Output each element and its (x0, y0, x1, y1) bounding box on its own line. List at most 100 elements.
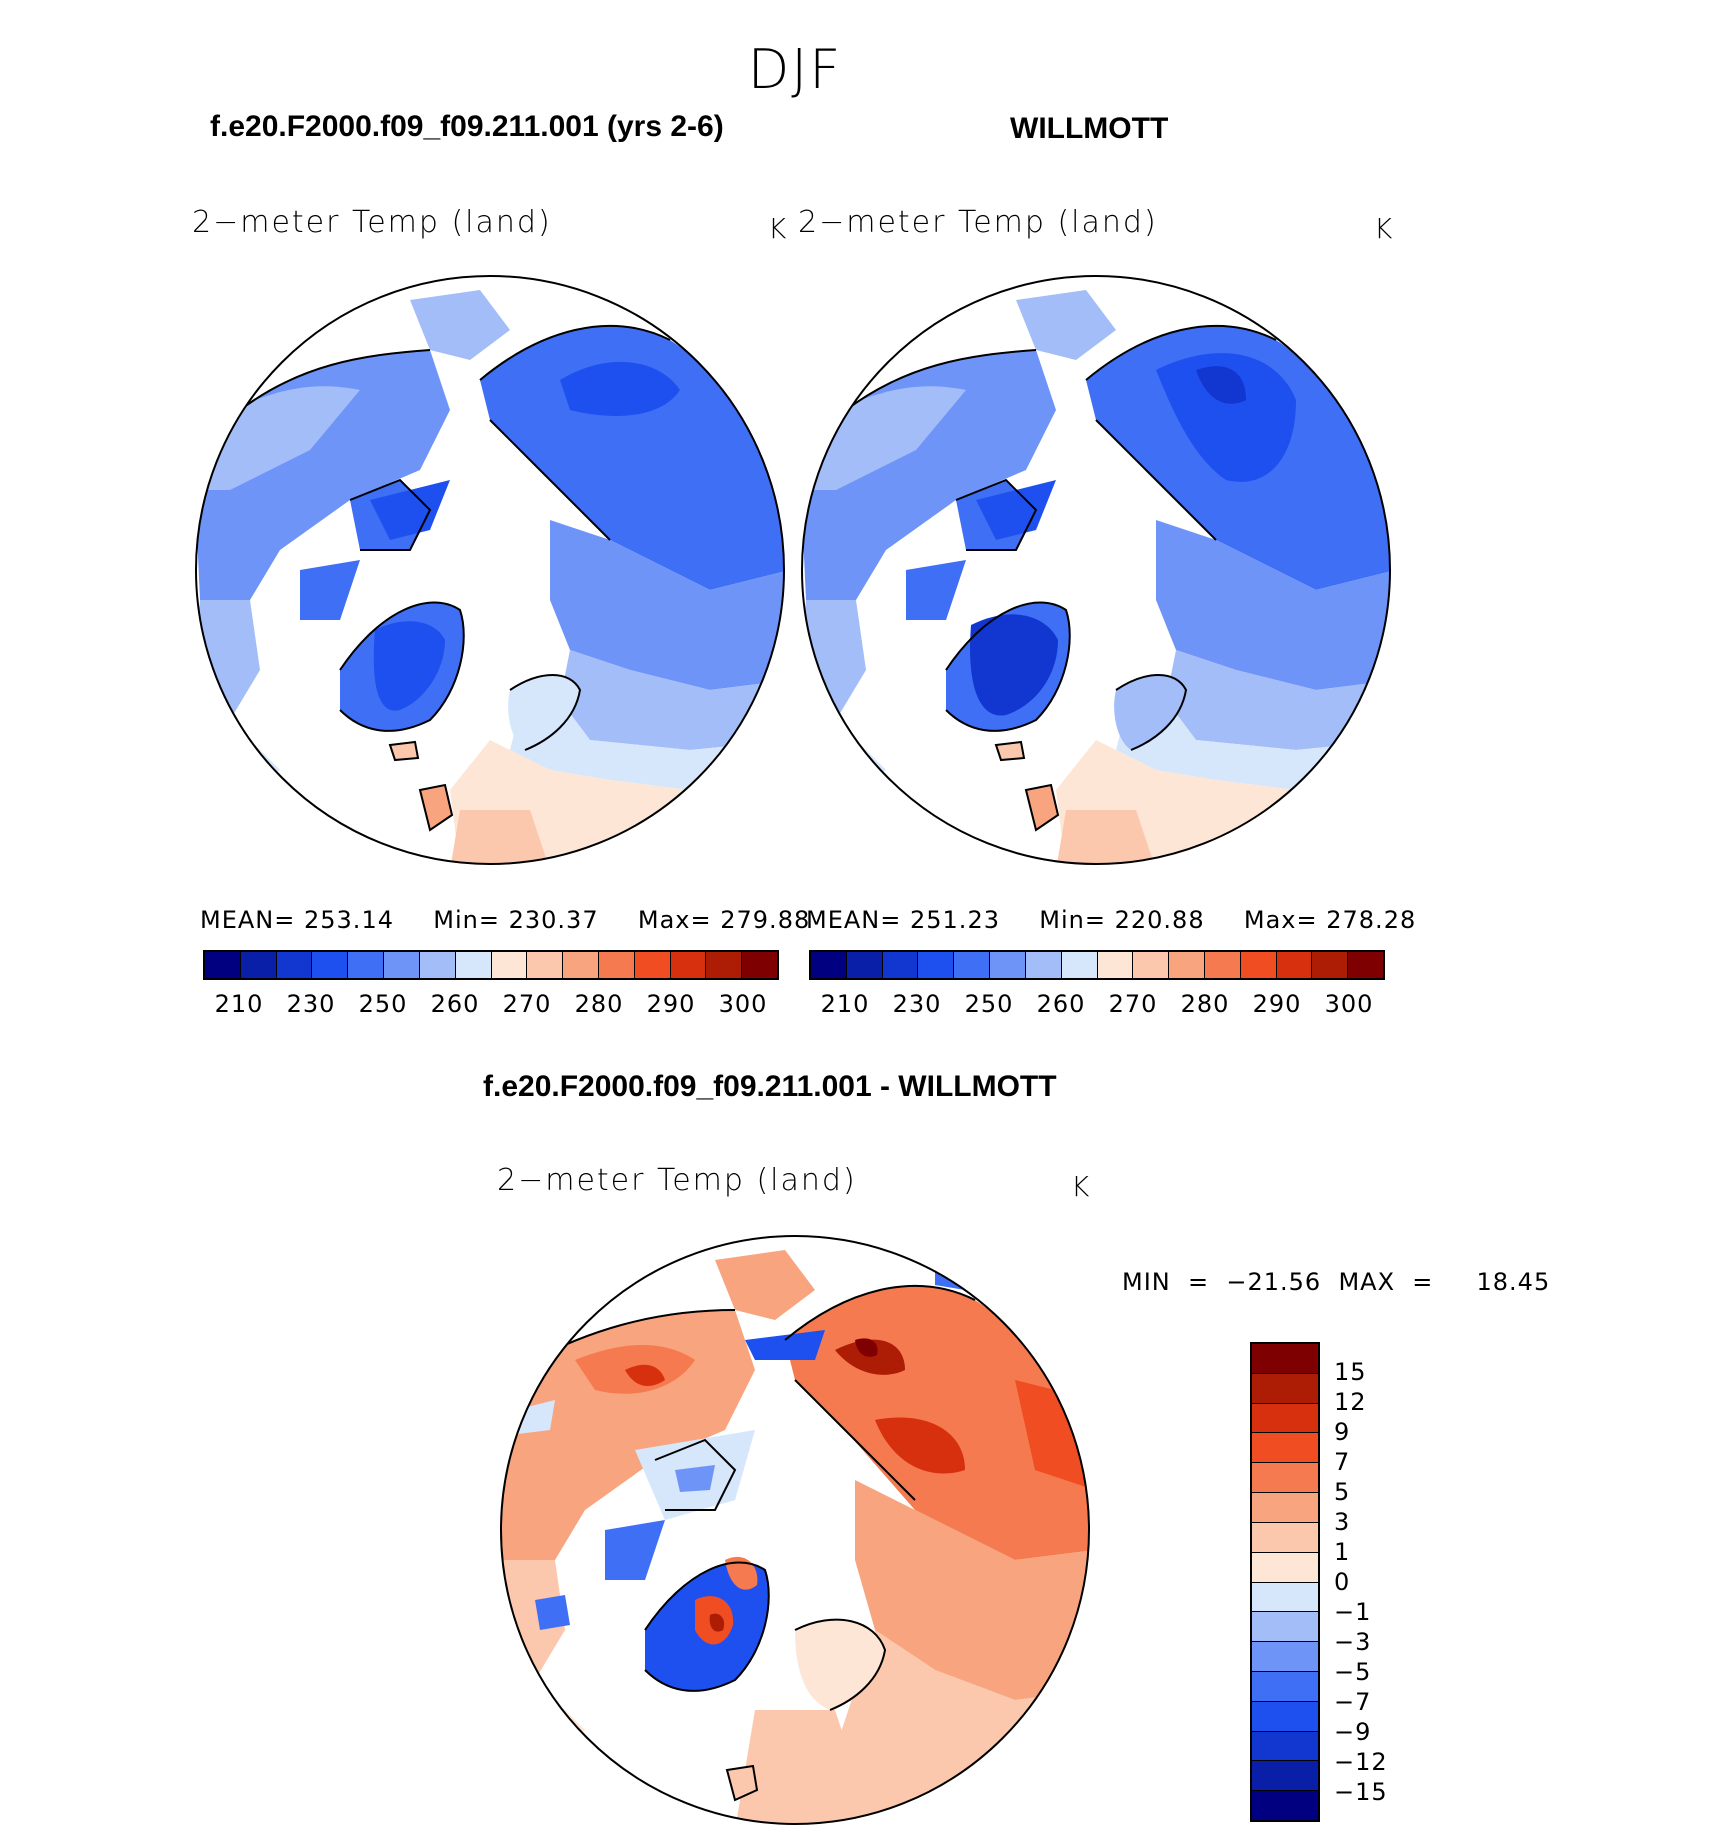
colorbar-tick-label: 280 (1180, 990, 1230, 1018)
colorbar-box (312, 952, 349, 978)
colorbar-box (1312, 952, 1349, 978)
panel-1-min-label: Min= (433, 906, 500, 934)
panel-1-polar-map (195, 275, 785, 865)
colorbar-box (670, 952, 707, 978)
colorbar-box (1252, 1791, 1318, 1820)
panel-2-units: K (1374, 212, 1393, 245)
colorbar-tick-label: 5 (1334, 1478, 1351, 1506)
panel-1-map-border (195, 275, 785, 865)
panel-2-land-field (802, 290, 1390, 864)
colorbar-box (1252, 1582, 1318, 1613)
colorbar-box (1252, 1642, 1318, 1672)
colorbar-box (1252, 1493, 1318, 1523)
colorbar-box (811, 952, 847, 978)
difference-polar-map (500, 1235, 1090, 1825)
colorbar-tick-label: −15 (1334, 1778, 1388, 1806)
difference-coastlines (514, 1284, 976, 1802)
colorbar-tick-label: 260 (1036, 990, 1086, 1018)
panel-1-max-label: Max= (637, 906, 712, 934)
colorbar-box (1252, 1522, 1318, 1553)
colorbar-box (1252, 1761, 1318, 1792)
colorbar-tick-label: 300 (718, 990, 768, 1018)
difference-map-border (500, 1235, 1090, 1825)
colorbar-tick-label: 210 (820, 990, 870, 1018)
colorbar-tick-label: 280 (574, 990, 624, 1018)
panel-1-land-field (196, 290, 784, 864)
colorbar-box (1252, 1403, 1318, 1434)
colorbar-tick-label: 290 (1252, 990, 1302, 1018)
colorbar-box (1252, 1731, 1318, 1762)
colorbar-box (1252, 1373, 1318, 1404)
panel-2-stats: MEAN= 251.23 Min= 220.88 Max= 278.28 (806, 906, 1416, 934)
colorbar-tick-label: −5 (1334, 1658, 1372, 1686)
colorbar-tick-label: −12 (1334, 1748, 1388, 1776)
colorbar-tick-label: 250 (964, 990, 1014, 1018)
colorbar-tick-label: 15 (1334, 1358, 1367, 1386)
colorbar-box (1204, 952, 1241, 978)
panel-1-variable-label: 2−meter Temp (land) (192, 205, 552, 240)
panel-2-map-border (801, 275, 1391, 865)
colorbar-tick-label: 7 (1334, 1448, 1351, 1476)
colorbar-box (918, 952, 955, 978)
colorbar-box (1276, 952, 1313, 978)
colorbar-box (706, 952, 743, 978)
colorbar-box (240, 952, 277, 978)
panel-2-coastlines (845, 324, 1277, 832)
colorbar-tick-label: 290 (646, 990, 696, 1018)
colorbar-tick-label: 300 (1324, 990, 1374, 1018)
colorbar-tick-label: 210 (214, 990, 264, 1018)
difference-units: K (1071, 1170, 1090, 1203)
panel-2-max-label: Max= (1243, 906, 1318, 934)
panel-1-units: K (768, 212, 787, 245)
colorbar-box (1025, 952, 1062, 978)
colorbar-box (563, 952, 599, 978)
colorbar-box (634, 952, 671, 978)
panel-1-stats: MEAN= 253.14 Min= 230.37 Max= 279.88 (200, 906, 810, 934)
colorbar-box (1169, 952, 1205, 978)
panel-2-max-value: 278.28 (1326, 906, 1417, 934)
colorbar-box (205, 952, 241, 978)
colorbar-tick-label: 270 (1108, 990, 1158, 1018)
colorbar-tick-label: 230 (286, 990, 336, 1018)
panel-1-max-value: 279.88 (720, 906, 811, 934)
colorbar-tick-label: −7 (1334, 1688, 1372, 1716)
colorbar-tick-label: 230 (892, 990, 942, 1018)
panel-1-coastlines (239, 324, 671, 832)
panel-2-title: WILLMOTT (1010, 112, 1169, 145)
difference-minmax: MIN = −21.56 MAX = 18.45 (1122, 1268, 1551, 1296)
panel-2-polar-map (801, 275, 1391, 865)
colorbar-box (1252, 1701, 1318, 1732)
panel-2-mean-value: 251.23 (910, 906, 1000, 934)
colorbar-box (990, 952, 1026, 978)
panel-2-colorbar (809, 950, 1385, 980)
difference-colorbar (1250, 1342, 1320, 1822)
colorbar-box (1061, 952, 1098, 978)
colorbar-tick-label: 9 (1334, 1418, 1351, 1446)
colorbar-box (1252, 1671, 1318, 1702)
panel-1-mean-label: MEAN= (200, 906, 296, 934)
colorbar-box (954, 952, 991, 978)
colorbar-box (527, 952, 564, 978)
panel-2-variable-label: 2−meter Temp (land) (798, 205, 1158, 240)
colorbar-tick-label: −3 (1334, 1628, 1372, 1656)
colorbar-tick-label: 260 (430, 990, 480, 1018)
colorbar-tick-label: 3 (1334, 1508, 1351, 1536)
colorbar-box (1252, 1344, 1318, 1374)
panel-1-title: f.e20.F2000.f09_f09.211.001 (yrs 2-6) (210, 110, 724, 143)
colorbar-box (1240, 952, 1277, 978)
colorbar-box (419, 952, 456, 978)
colorbar-tick-label: −1 (1334, 1598, 1372, 1626)
panel-2-min-value: 220.88 (1114, 906, 1205, 934)
colorbar-box (384, 952, 420, 978)
difference-variable-label: 2−meter Temp (land) (497, 1163, 857, 1198)
colorbar-tick-label: 1 (1334, 1538, 1351, 1566)
colorbar-box (348, 952, 385, 978)
season-title: DJF (747, 38, 843, 101)
colorbar-tick-label: −9 (1334, 1718, 1372, 1746)
colorbar-box (882, 952, 919, 978)
colorbar-box (598, 952, 635, 978)
colorbar-tick-label: 12 (1334, 1388, 1367, 1416)
difference-land-field (501, 1250, 1089, 1824)
colorbar-box (1097, 952, 1134, 978)
panel-2-min-label: Min= (1039, 906, 1106, 934)
